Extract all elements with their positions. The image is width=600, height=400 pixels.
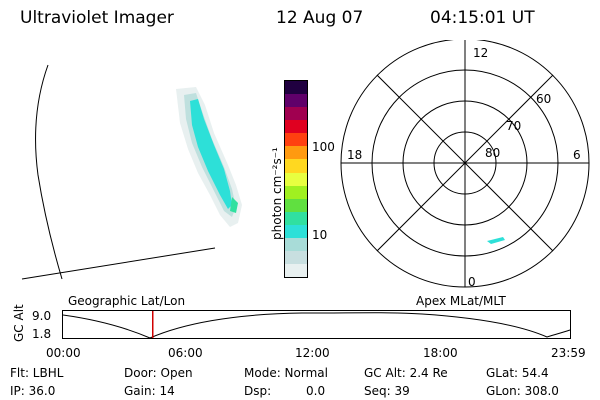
glon-readout: GLon: 308.0 (486, 384, 559, 398)
polar-emission-region (487, 237, 505, 244)
timeline-plot (62, 310, 571, 339)
geographic-limb-line (35, 64, 63, 280)
colorbar-band-11 (285, 120, 307, 134)
door-readout: Door: Open (124, 366, 193, 380)
app-title: Ultraviolet Imager (20, 8, 174, 28)
dsp-label: Dsp: (244, 384, 272, 398)
colorbar-band-5 (285, 198, 307, 212)
timeline-xtick-1800: 18:00 (423, 346, 458, 360)
timeline-left-caption: Geographic Lat/Lon (68, 294, 186, 308)
mlt-label-12: 12 (473, 46, 488, 60)
colorbar-band-1 (285, 250, 307, 264)
glat-readout: GLat: 54.4 (486, 366, 549, 380)
colorbar (284, 80, 308, 278)
colorbar-band-6 (285, 185, 307, 199)
colorbar-band-2 (285, 237, 307, 251)
colorbar-tick-10: 10 (312, 228, 328, 242)
colorbar-band-8 (285, 159, 307, 173)
ip-readout: IP: 36.0 (10, 384, 56, 398)
mlat-label-60: 60 (536, 92, 551, 106)
auroral-emission-region (176, 87, 242, 227)
mlt-label-0: 0 (468, 275, 476, 289)
mode-readout: Mode: Normal (244, 366, 328, 380)
time-label: 04:15:01 UT (430, 8, 535, 28)
timeline-ytick-1-8: 1.8 (32, 327, 52, 341)
dsp-value: 0.0 (306, 384, 326, 398)
mlt-label-18: 18 (347, 148, 362, 162)
gc-alt-readout: GC Alt: 2.4 Re (364, 366, 448, 380)
timeline-xtick-0600: 06:00 (168, 346, 203, 360)
colorbar-band-7 (285, 172, 307, 186)
timeline-right-caption: Apex MLat/MLT (416, 294, 506, 308)
mlt-label-6: 6 (573, 148, 581, 162)
gain-readout: Gain: 14 (124, 384, 175, 398)
geographic-horizon-line (21, 247, 216, 280)
orbit-altitude-curve (62, 312, 571, 339)
colorbar-band-13 (285, 94, 307, 108)
colorbar-unit-label: photon cm⁻²s⁻¹ (270, 147, 284, 240)
geographic-image-panel (21, 64, 242, 280)
polar-plot: 12 18 6 0 60 70 80 (340, 40, 590, 289)
colorbar-band-3 (285, 224, 307, 238)
mlat-label-80: 80 (485, 146, 500, 160)
colorbar-tick-100: 100 (312, 140, 335, 154)
timeline-ytick-9: 9.0 (32, 309, 52, 323)
colorbar-band-14 (285, 81, 307, 95)
timeline-xtick-2359: 23:59 (551, 346, 586, 360)
colorbar-band-4 (285, 211, 307, 225)
timeline-xtick-0000: 00:00 (46, 346, 81, 360)
mlat-label-70: 70 (506, 119, 521, 133)
filter-readout: Flt: LBHL (10, 366, 64, 380)
timeline-ylabel: GC Alt (12, 304, 26, 342)
timeline-xtick-1200: 12:00 (295, 346, 330, 360)
colorbar-band-10 (285, 133, 307, 147)
colorbar-band-12 (285, 107, 307, 121)
date-label: 12 Aug 07 (276, 8, 364, 28)
polar-meridian-diag2 (376, 74, 554, 252)
seq-readout: Seq: 39 (364, 384, 410, 398)
colorbar-band-9 (285, 146, 307, 160)
timeline-frame (62, 310, 571, 339)
colorbar-band-0 (285, 263, 307, 277)
